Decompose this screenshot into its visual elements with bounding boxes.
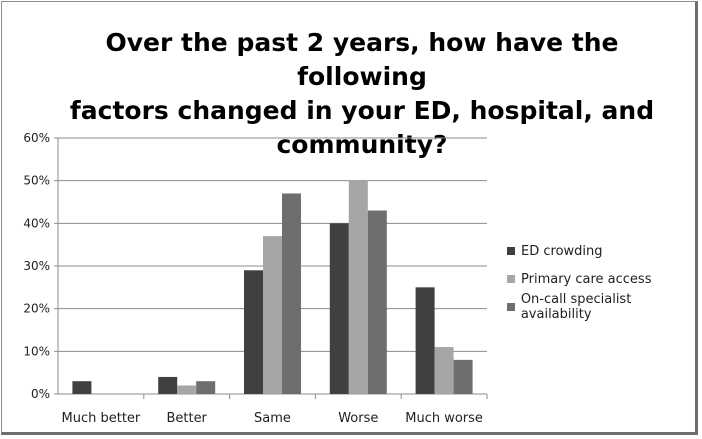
legend-label-primary-care-access: Primary care access <box>521 271 652 287</box>
chart-legend: ED crowding Primary care access On-call … <box>507 244 702 328</box>
x-tick-label: Better <box>166 411 207 426</box>
bar-better-on-call-specialist-availability <box>196 381 216 394</box>
legend-swatch-ed-crowding <box>507 247 515 255</box>
bar-much-worse-on-call-specialist-availability <box>453 359 473 394</box>
legend-swatch-primary-care-access <box>507 275 515 283</box>
legend-item-ed-crowding: ED crowding <box>507 243 702 259</box>
bar-worse-primary-care-access <box>348 180 368 394</box>
legend-item-primary-care-access: Primary care access <box>507 271 702 287</box>
y-tick-label: 10% <box>23 344 50 358</box>
chart-title-line-3: community? <box>276 130 448 159</box>
bar-much-worse-ed-crowding <box>415 287 435 394</box>
x-tick-label: Much worse <box>405 411 483 426</box>
y-tick-label: 50% <box>23 174 50 188</box>
chart-title: Over the past 2 years, how have the foll… <box>62 26 662 162</box>
y-tick-label: 0% <box>31 387 50 401</box>
y-tick-label: 60% <box>23 131 50 145</box>
bar-same-primary-care-access <box>263 236 282 394</box>
bar-much-worse-primary-care-access <box>434 347 454 394</box>
bar-worse-ed-crowding <box>329 223 349 394</box>
bar-better-ed-crowding <box>158 376 178 394</box>
x-tick-label: Much better <box>62 411 141 426</box>
x-tick-label: Same <box>254 411 291 426</box>
y-tick-label: 30% <box>23 259 50 273</box>
x-tick-label: Worse <box>338 411 378 426</box>
legend-item-on-call-specialist: On-call specialist availability <box>507 292 702 322</box>
bar-same-on-call-specialist-availability <box>282 193 301 394</box>
bar-same-ed-crowding <box>244 270 263 394</box>
chart-title-line-1: Over the past 2 years, how have the foll… <box>105 28 619 91</box>
bar-much-better-ed-crowding <box>72 381 92 394</box>
chart-title-line-2: factors changed in your ED, hospital, an… <box>69 96 655 125</box>
legend-swatch-on-call-specialist <box>507 303 515 311</box>
legend-label-ed-crowding: ED crowding <box>521 243 603 259</box>
y-tick-label: 40% <box>23 216 50 230</box>
legend-label-on-call-specialist: On-call specialist availability <box>520 292 632 322</box>
bar-worse-on-call-specialist-availability <box>367 210 387 394</box>
y-tick-label: 20% <box>23 302 50 316</box>
bar-better-primary-care-access <box>177 385 197 394</box>
